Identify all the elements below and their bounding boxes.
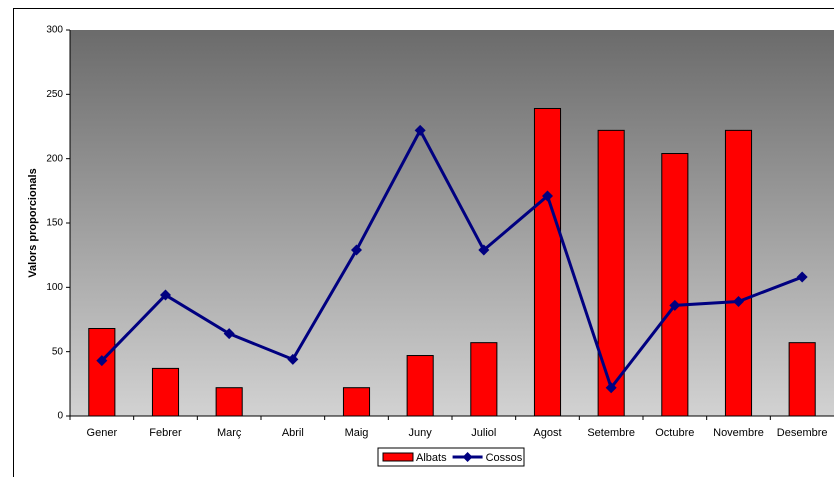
marker [414, 124, 426, 136]
legend-box [377, 447, 525, 467]
legend-marker [462, 452, 473, 462]
y-tick-label: 200 [46, 153, 63, 164]
marker [542, 190, 553, 202]
marker [733, 295, 744, 307]
x-tick-label: Octubre [655, 427, 694, 439]
x-tick-label: Febrer [149, 427, 182, 439]
legend-label: Albats [416, 452, 447, 464]
x-tick-label: Setembre [587, 427, 635, 439]
y-tick-label: 300 [46, 25, 63, 36]
line [100, 127, 803, 391]
y-tick-label: 0 [57, 411, 63, 422]
y-tick-label: 150 [46, 218, 63, 229]
x-tick-label: Abril [282, 427, 304, 439]
bar [788, 342, 816, 417]
x-tick-label: Agost [533, 427, 561, 439]
legend-label: Cossos [486, 452, 523, 464]
marker [796, 271, 808, 283]
x-tick-label: Juliol [471, 427, 496, 439]
bar [661, 153, 689, 417]
marker [96, 355, 108, 367]
marker [351, 244, 362, 256]
y-tick-label: 100 [46, 282, 63, 293]
x-tick-label: Maig [345, 427, 369, 439]
bar [342, 387, 371, 417]
marker [478, 244, 490, 256]
y-tick-label: 50 [52, 346, 64, 357]
bar [597, 129, 625, 417]
bar [470, 342, 498, 417]
marker [605, 382, 617, 394]
bar [724, 129, 753, 417]
bar [88, 328, 116, 417]
bar [533, 107, 562, 417]
legend-swatch [382, 452, 414, 462]
x-tick-label: Desembre [777, 427, 828, 439]
marker [287, 353, 299, 365]
marker [160, 289, 171, 301]
x-tick-label: Novembre [713, 427, 764, 439]
bar [215, 387, 243, 417]
bar [151, 367, 180, 417]
y-tick-label: 250 [46, 89, 63, 100]
x-tick-label: Març [217, 427, 242, 439]
bar [406, 355, 434, 417]
plot-area [70, 30, 834, 416]
x-tick-label: Juny [409, 427, 433, 439]
x-tick-label: Gener [87, 427, 118, 439]
y-axis-label: Valors proporcionals [27, 168, 39, 277]
marker [223, 328, 235, 340]
marker [669, 299, 681, 311]
